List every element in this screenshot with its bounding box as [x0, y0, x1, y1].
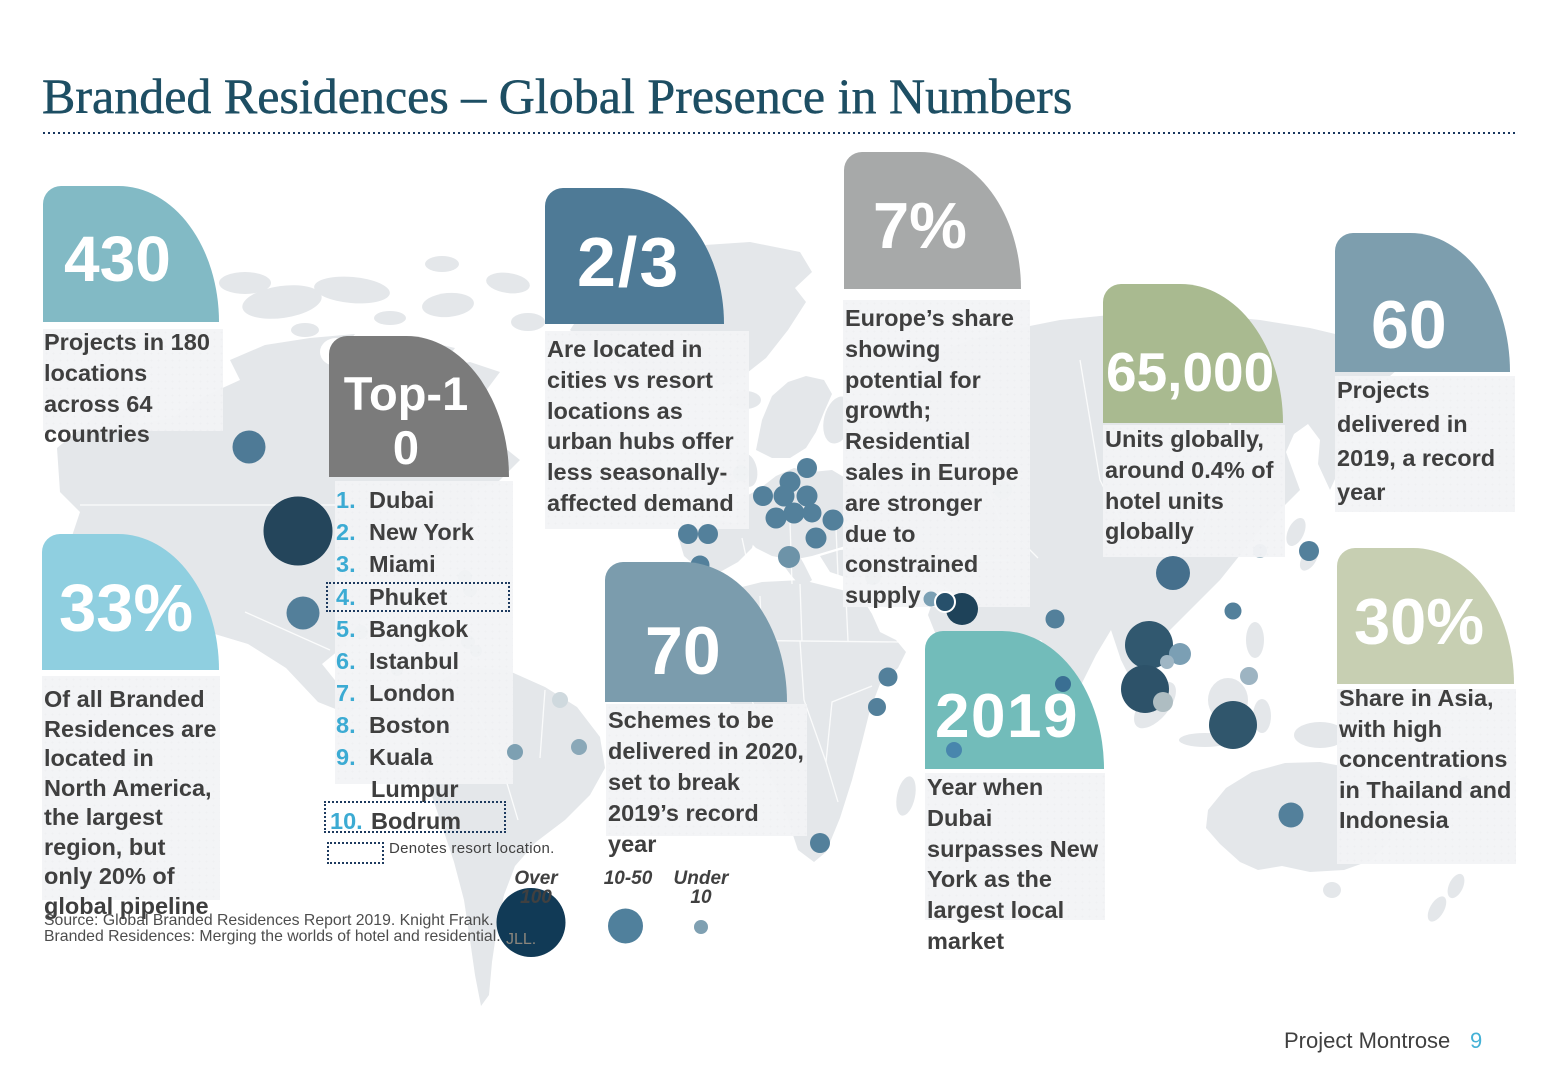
svg-text:JLL.: JLL. — [506, 931, 536, 948]
